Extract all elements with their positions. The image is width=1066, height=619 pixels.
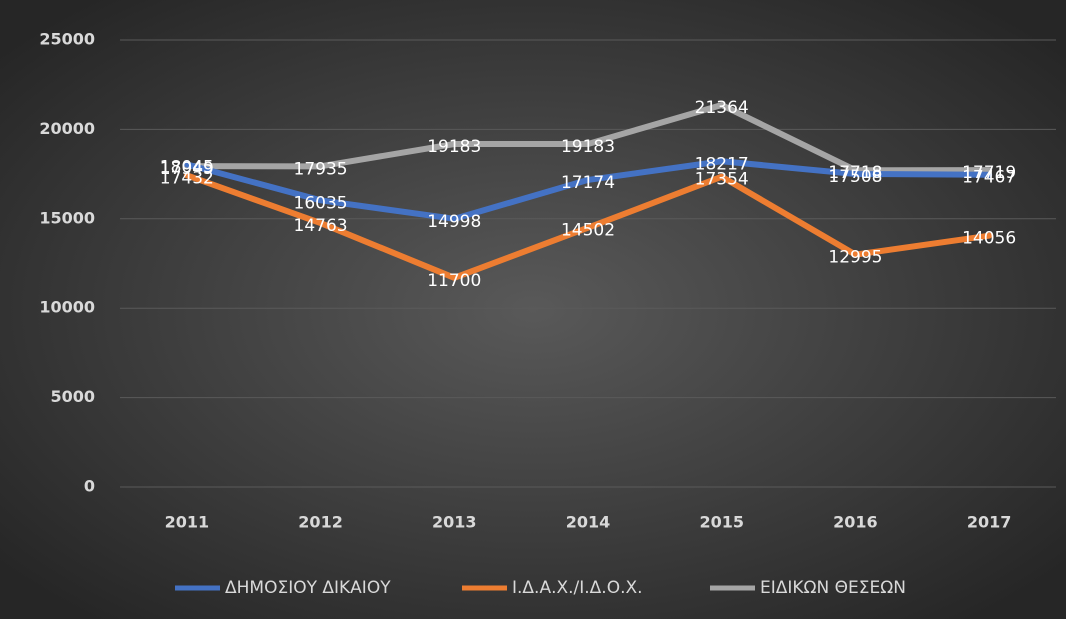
y-tick-label: 25000	[39, 30, 95, 49]
data-label: 17719	[962, 163, 1016, 183]
data-label: 17508	[828, 167, 882, 187]
data-label: 21364	[695, 98, 749, 118]
data-label: 17467	[962, 168, 1016, 188]
data-label: 16035	[294, 193, 348, 213]
x-tick-label: 2013	[432, 513, 477, 532]
x-tick-label: 2014	[566, 513, 611, 532]
legend-label: ΕΙΔΙΚΩΝ ΘΕΣΕΩΝ	[760, 578, 906, 598]
series-line	[183, 172, 993, 281]
x-tick-label: 2011	[165, 513, 210, 532]
x-tick-label: 2016	[833, 513, 878, 532]
y-tick-label: 15000	[39, 208, 95, 227]
data-label: 17354	[695, 170, 749, 190]
y-tick-label: 0	[84, 477, 95, 496]
data-label: 11700	[427, 271, 481, 291]
data-label: 17718	[828, 163, 882, 183]
x-tick-label: 2017	[967, 513, 1012, 532]
data-label: 17935	[294, 159, 348, 179]
y-tick-label: 5000	[50, 387, 95, 406]
data-label: 14763	[294, 216, 348, 236]
legend-label: ΔΗΜΟΣΙΟΥ ΔΙΚΑΙΟΥ	[225, 578, 391, 598]
x-tick-label: 2012	[298, 513, 343, 532]
data-label: 18045	[160, 157, 214, 177]
data-label: 14056	[962, 229, 1016, 249]
data-label: 19183	[427, 137, 481, 157]
data-label: 14502	[561, 221, 615, 241]
series-line	[183, 102, 993, 174]
series-line	[183, 158, 993, 222]
data-label: 12995	[828, 248, 882, 268]
data-label: 17174	[561, 173, 615, 193]
legend-label: Ι.Δ.Α.Χ./Ι.Δ.Ο.Χ.	[512, 578, 643, 598]
data-label: 19183	[561, 137, 615, 157]
y-tick-label: 20000	[39, 119, 95, 138]
y-tick-label: 10000	[39, 298, 95, 317]
x-tick-label: 2015	[699, 513, 744, 532]
data-label: 14998	[427, 212, 481, 232]
data-label: 17432	[160, 168, 214, 188]
data-label: 18217	[695, 154, 749, 174]
data-label: 17949	[160, 159, 214, 179]
